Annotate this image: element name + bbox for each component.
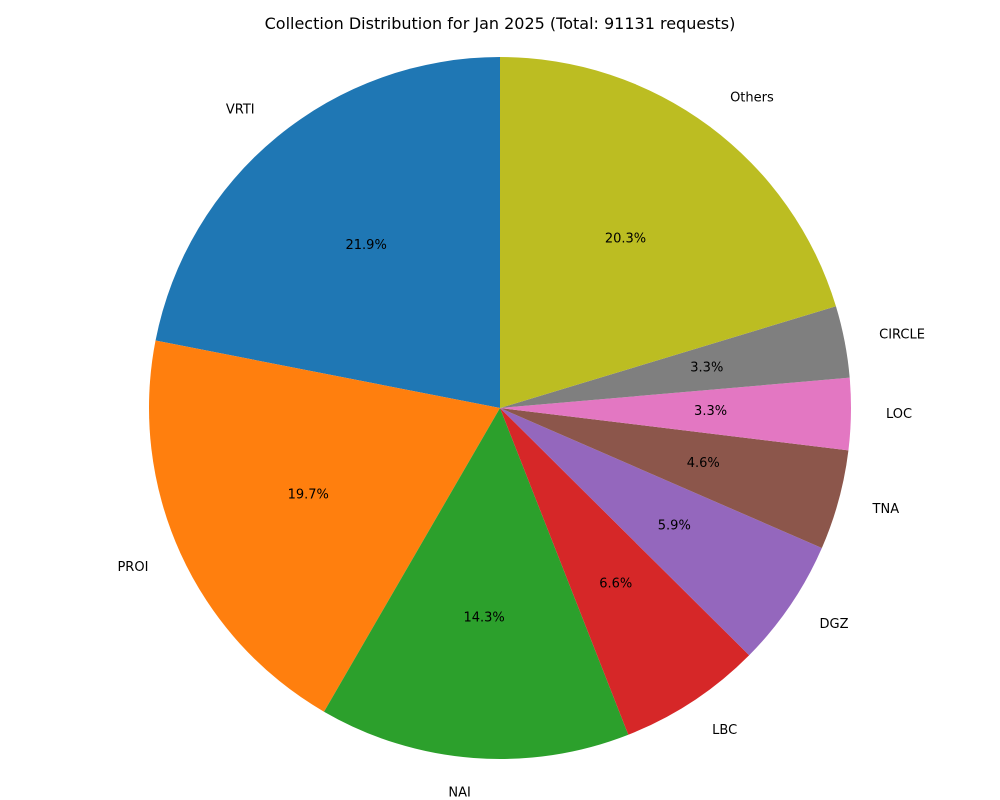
slice-label-dgz: DGZ: [820, 617, 849, 632]
pie-slice-vrti: [155, 56, 501, 408]
slice-label-loc: LOC: [886, 407, 912, 422]
slice-label-proi: PROI: [117, 560, 148, 575]
pie-slice-circle: [500, 306, 850, 408]
slice-percent-circle: 3.3%: [690, 361, 723, 376]
slice-percent-tna: 4.6%: [687, 456, 720, 471]
pie-slice-proi: [148, 340, 500, 712]
slice-label-vrti: VRTI: [226, 102, 255, 117]
pie-slice-dgz: [500, 408, 822, 656]
pie-labels: VRTI 21.9% PROI 19.7% NAI 14.3% LBC 6.6% DGZ 5.9%…: [117, 90, 924, 800]
slice-label-nai: NAI: [448, 786, 470, 800]
slice-percent-others: 20.3%: [605, 231, 646, 246]
slice-percent-dgz: 5.9%: [658, 519, 691, 534]
slice-percent-nai: 14.3%: [463, 611, 504, 626]
slice-percent-lbc: 6.6%: [599, 576, 632, 591]
pie-slice-lbc: [500, 408, 750, 735]
slice-label-circle: CIRCLE: [879, 327, 925, 342]
slice-percent-loc: 3.3%: [694, 404, 727, 419]
pie-slice-loc: [500, 377, 852, 451]
slice-label-others: Others: [730, 90, 774, 105]
slice-label-tna: TNA: [872, 502, 900, 517]
slice-percent-proi: 19.7%: [288, 488, 329, 503]
slice-percent-vrti: 21.9%: [346, 238, 387, 253]
pie-slice-nai: [324, 408, 629, 760]
chart-title: Collection Distribution for Jan 2025 (To…: [265, 14, 736, 33]
pie-slice-tna: [500, 408, 849, 549]
pie-slices: [148, 56, 852, 760]
slice-label-lbc: LBC: [712, 723, 737, 738]
pie-slice-others: [500, 56, 836, 408]
